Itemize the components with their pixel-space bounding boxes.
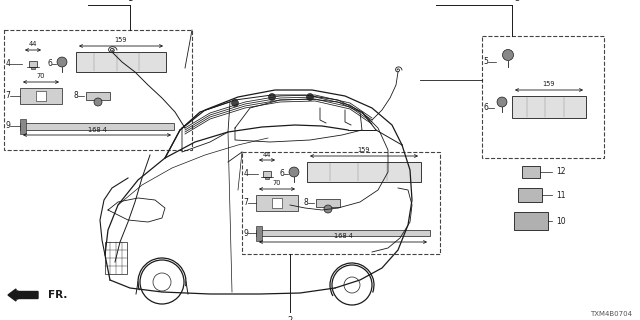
Text: 3: 3 [514,0,520,3]
Text: 70: 70 [273,180,281,187]
Text: 11: 11 [556,190,566,199]
Text: 6: 6 [279,170,284,179]
Text: 4: 4 [243,170,248,179]
Bar [263,171,271,177]
Bar [518,188,542,202]
Text: 44: 44 [29,42,37,47]
Circle shape [94,98,102,106]
Bar [242,152,440,254]
Bar [514,212,548,230]
Bar [20,123,174,130]
Circle shape [502,50,513,60]
Text: 1: 1 [127,0,132,3]
Bar [36,91,46,101]
Bar [105,242,127,274]
Bar [522,166,540,178]
Text: 159: 159 [115,37,127,44]
Text: 168 4: 168 4 [88,126,106,132]
Text: 70: 70 [36,74,45,79]
Bar [256,195,298,211]
Bar [76,52,166,72]
Circle shape [497,97,507,107]
Text: 44: 44 [263,151,271,157]
Bar [29,61,37,67]
Text: 4: 4 [5,60,10,68]
Bar [4,30,192,150]
Text: 159: 159 [358,148,371,154]
Circle shape [307,93,314,100]
Bar [482,36,604,158]
FancyArrow shape [8,289,38,301]
Bar [316,199,340,207]
Bar [20,88,62,104]
Circle shape [232,100,239,107]
Text: 6: 6 [47,60,52,68]
Text: FR.: FR. [48,290,67,300]
Text: TXM4B0704: TXM4B0704 [590,311,632,317]
Text: 9: 9 [5,122,10,131]
Text: 9: 9 [243,228,248,237]
Text: 8: 8 [303,198,308,207]
Bar [31,67,35,69]
Bar [86,92,110,100]
Text: 7: 7 [5,92,10,100]
Bar [20,118,26,133]
Text: 6: 6 [483,103,488,113]
Text: 2: 2 [287,316,292,320]
Bar [272,198,282,208]
Bar [256,229,430,236]
Text: 10: 10 [556,217,566,226]
Text: 12: 12 [556,167,566,177]
Bar [307,162,421,182]
Text: 5: 5 [483,58,488,67]
Text: 7: 7 [243,198,248,207]
Circle shape [324,205,332,213]
Bar [265,177,269,180]
Circle shape [289,167,299,177]
Text: 168 4: 168 4 [333,234,353,239]
Text: 159: 159 [543,82,556,87]
Bar [256,226,262,241]
Circle shape [269,93,275,100]
Circle shape [57,57,67,67]
Text: 8: 8 [73,92,78,100]
Bar [512,96,586,118]
